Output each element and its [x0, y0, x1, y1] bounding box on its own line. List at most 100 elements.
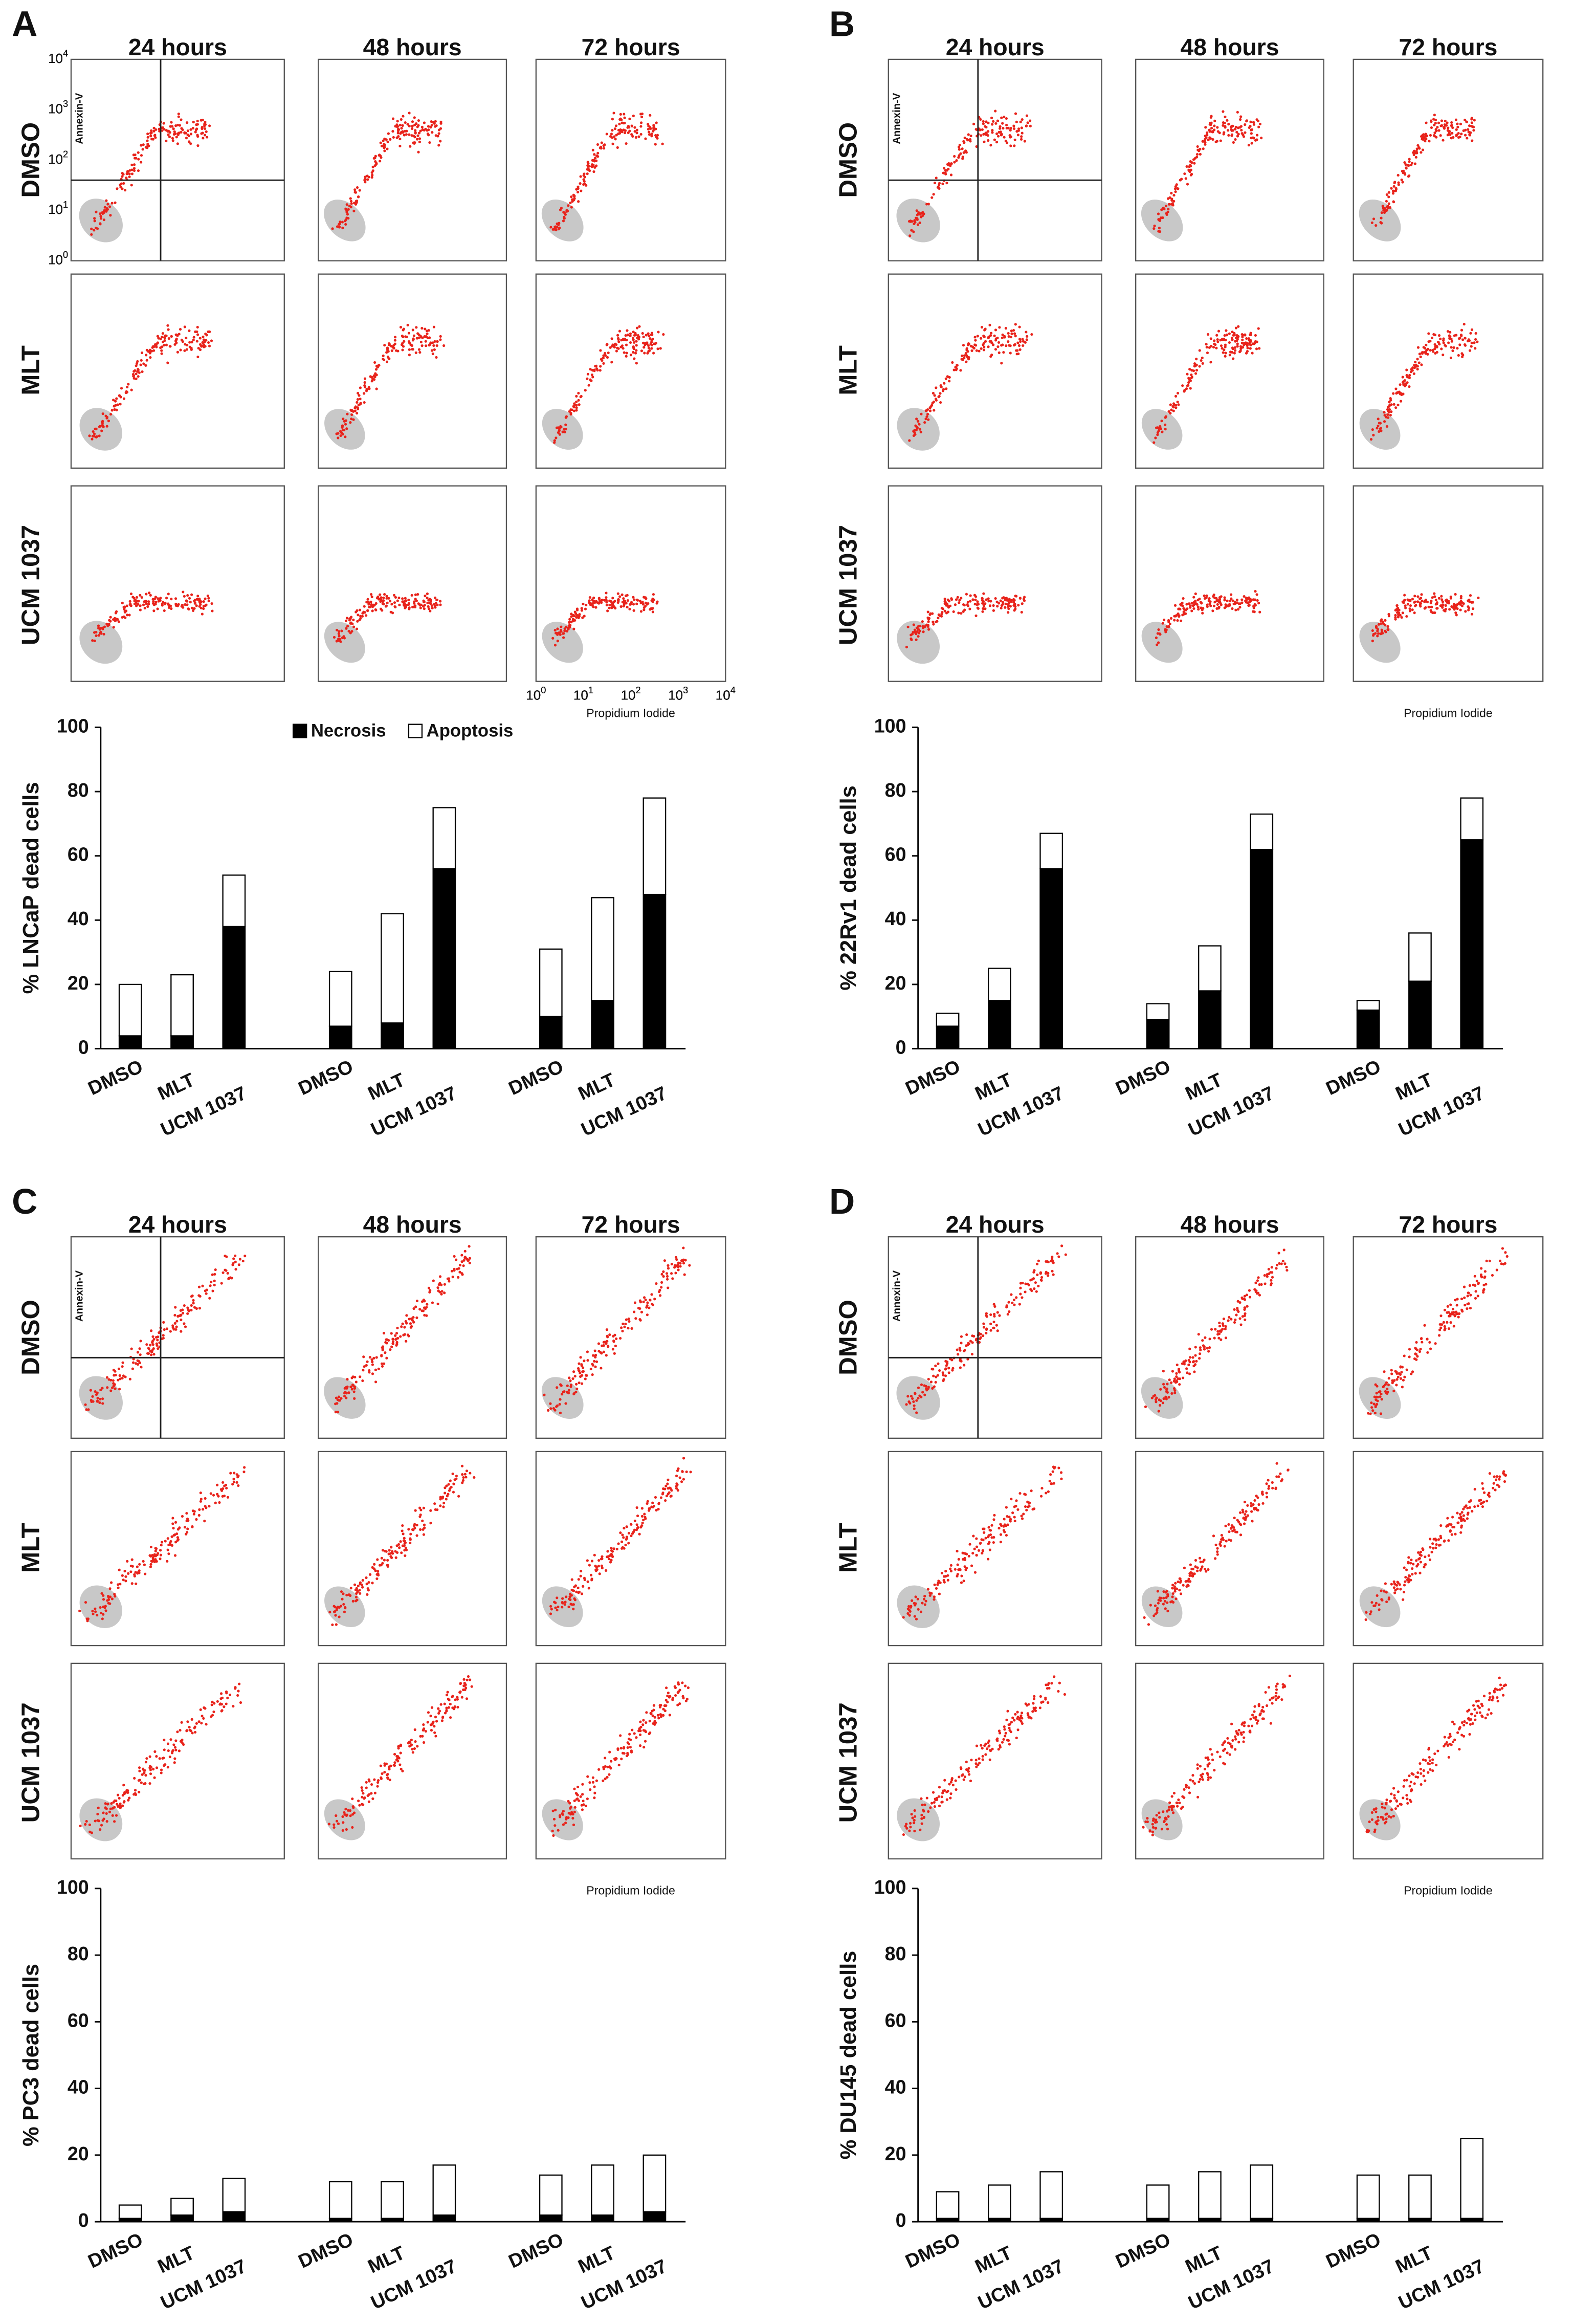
cell-dot — [112, 1382, 115, 1385]
log-exponent: 0 — [541, 685, 546, 695]
cell-dot — [210, 1715, 213, 1718]
cell-dot — [1023, 140, 1026, 143]
cell-dot — [565, 630, 569, 633]
cell-dot — [188, 597, 191, 600]
cell-dot — [357, 195, 360, 199]
cell-dot — [1228, 354, 1231, 357]
cell-dot — [1234, 336, 1238, 340]
cell-dot — [638, 1727, 641, 1730]
cell-dot — [119, 186, 122, 189]
cell-dot — [570, 1578, 573, 1581]
log-exponent: 4 — [63, 48, 68, 58]
cell-dot — [169, 1330, 172, 1333]
log-base: 10 — [48, 101, 63, 116]
cell-dot — [994, 122, 997, 125]
cell-dot — [118, 1374, 121, 1377]
cell-dot — [939, 384, 942, 387]
cell-dot — [652, 1704, 656, 1707]
cell-dot — [121, 1361, 124, 1364]
cell-dot — [1194, 599, 1197, 603]
cell-dot — [432, 325, 436, 328]
cell-cloud — [1359, 322, 1479, 450]
cell-dot — [102, 218, 105, 222]
cell-dot — [934, 1364, 937, 1367]
cell-dot — [174, 1306, 177, 1309]
cell-dot — [1472, 129, 1475, 132]
cell-dot — [1169, 411, 1172, 415]
cell-dot — [1225, 603, 1228, 607]
cell-dot — [631, 1728, 634, 1731]
cell-dot — [659, 1715, 663, 1718]
cell-dot — [566, 209, 569, 213]
cell-dot — [587, 601, 591, 604]
cell-dot — [1176, 187, 1179, 190]
cell-dot — [941, 611, 944, 614]
cell-dot — [623, 116, 626, 119]
cell-dot — [620, 1326, 623, 1329]
cell-dot — [134, 1793, 138, 1796]
cell-dot — [366, 1794, 369, 1797]
cell-dot — [128, 1377, 131, 1380]
cell-dot — [192, 1512, 195, 1516]
cell-dot — [344, 619, 348, 623]
cell-dot — [966, 604, 970, 607]
bar-segment — [1198, 990, 1222, 1049]
cell-dot — [106, 624, 109, 627]
cell-dot — [591, 1363, 594, 1366]
cell-dot — [1187, 381, 1190, 384]
cell-dot — [1376, 629, 1379, 632]
log-tick-label: 104 — [716, 685, 736, 703]
cell-dot — [1377, 424, 1380, 427]
cell-dot — [345, 1593, 348, 1597]
cell-dot — [1017, 352, 1020, 356]
cell-dot — [139, 363, 142, 366]
cell-dot — [1217, 605, 1221, 609]
cell-dot — [1012, 124, 1015, 127]
cell-dot — [1430, 610, 1433, 613]
cell-dot — [1005, 344, 1008, 347]
cell-dot — [682, 1246, 685, 1249]
cell-dot — [187, 134, 191, 138]
cell-dot — [202, 335, 205, 338]
cell-dot — [422, 1533, 426, 1536]
log-exponent: 3 — [683, 685, 688, 695]
cell-dot — [1189, 379, 1192, 382]
cell-dot — [621, 1533, 624, 1537]
cell-dot — [670, 1262, 673, 1266]
log-exponent: 3 — [63, 98, 68, 109]
cell-dot — [1433, 347, 1436, 350]
cell-dot — [332, 1826, 336, 1829]
cell-dot — [108, 619, 111, 622]
bar-segment — [118, 983, 142, 1037]
cell-dot — [176, 1538, 180, 1541]
cell-dot — [1170, 408, 1173, 411]
cell-dot — [399, 132, 402, 135]
cell-dot — [1369, 437, 1373, 441]
cell-dot — [162, 1321, 165, 1324]
cell-dot — [564, 1601, 567, 1604]
cell-dot — [341, 226, 344, 230]
cell-dot — [1388, 206, 1392, 209]
cell-dot — [1252, 121, 1255, 124]
cell-dot — [391, 1552, 394, 1555]
cell-dot — [575, 400, 578, 403]
cell-dot — [1442, 339, 1445, 342]
cell-dot — [915, 418, 918, 421]
cell-dot — [178, 333, 181, 336]
cell-dot — [941, 607, 944, 610]
cell-dot — [1167, 625, 1170, 628]
cell-dot — [1001, 333, 1004, 336]
cell-dot — [1236, 608, 1240, 611]
cell-dot — [1387, 195, 1390, 199]
cell-dot — [407, 332, 411, 335]
cell-dot — [632, 338, 635, 341]
cell-dot — [642, 1300, 645, 1303]
cell-dot — [190, 1718, 193, 1721]
cell-dot — [1160, 208, 1163, 211]
y-axis-label: Annexin-V — [892, 93, 903, 144]
bar-segment — [432, 2164, 456, 2216]
cell-dot — [664, 1699, 668, 1702]
cell-dot — [1408, 385, 1411, 388]
cell-dot — [1468, 349, 1472, 352]
cell-dot — [361, 1789, 364, 1792]
